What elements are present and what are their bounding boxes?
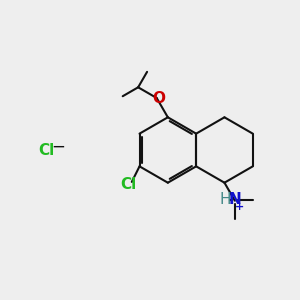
Text: Cl: Cl (38, 142, 54, 158)
Text: −: − (52, 138, 65, 156)
Text: H: H (220, 192, 231, 207)
Text: Cl: Cl (121, 177, 137, 192)
Text: +: + (234, 202, 244, 212)
Text: O: O (153, 91, 166, 106)
Text: N: N (229, 192, 241, 207)
